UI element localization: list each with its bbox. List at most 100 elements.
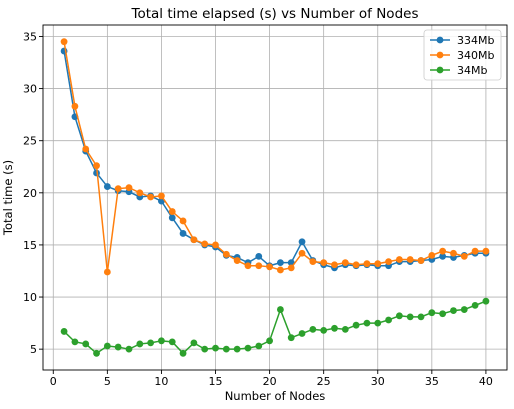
x-tick-label: 10 <box>154 375 168 388</box>
data-point-340mb <box>222 250 230 258</box>
data-point-34mb <box>233 345 241 353</box>
axis-ticks: 0 5 10 15 20 25 30 35 40 5 10 15 20 25 30 35 <box>23 30 493 388</box>
data-point-34mb <box>374 319 382 327</box>
data-point-340mb <box>287 264 295 272</box>
series-334mb <box>60 47 490 272</box>
data-point-340mb <box>320 259 328 267</box>
data-point-340mb <box>212 241 219 249</box>
y-axis-label: Total time (s) <box>1 160 15 236</box>
data-point-34mb <box>179 349 187 357</box>
data-point-34mb <box>385 316 392 324</box>
data-point-340mb <box>450 249 457 257</box>
data-point-34mb <box>222 345 230 353</box>
series-line-334mb <box>63 50 486 269</box>
data-point-34mb <box>277 306 284 313</box>
grid-lines <box>43 25 507 370</box>
data-point-340mb <box>385 258 392 266</box>
data-point-34mb <box>266 337 273 345</box>
data-point-34mb <box>212 344 219 352</box>
data-point-340mb <box>147 193 155 201</box>
series-line-34mb <box>63 300 487 355</box>
data-point-334mb <box>255 252 263 260</box>
data-point-340mb <box>201 240 209 248</box>
x-tick-label: 35 <box>425 375 439 388</box>
data-point-340mb <box>136 189 144 197</box>
plot-frame <box>42 24 508 371</box>
data-point-34mb <box>395 312 403 320</box>
legend: 334Mb 340Mb 34Mb <box>423 29 502 81</box>
x-tick-label: 15 <box>209 375 223 388</box>
data-point-34mb <box>82 340 90 348</box>
data-point-340mb <box>114 185 122 193</box>
data-point-340mb <box>179 217 187 225</box>
data-point-340mb <box>255 262 263 270</box>
data-point-34mb <box>417 313 425 321</box>
x-tick-label: 5 <box>104 375 111 388</box>
data-point-334mb <box>277 259 284 267</box>
data-point-34mb <box>309 325 317 333</box>
data-point-34mb <box>287 334 295 342</box>
y-tick-label: 35 <box>23 30 37 43</box>
x-tick-label: 0 <box>50 375 57 388</box>
legend-label-340mb: 340Mb <box>457 49 494 62</box>
x-tick-label: 30 <box>371 375 385 388</box>
data-point-340mb <box>103 268 111 276</box>
data-point-34mb <box>298 330 306 337</box>
data-point-34mb <box>158 337 165 345</box>
series-layer <box>60 38 490 357</box>
legend-box <box>423 29 502 81</box>
chart-title: Total time elapsed (s) vs Number of Node… <box>131 6 419 22</box>
data-point-340mb <box>71 102 79 110</box>
data-point-34mb <box>60 328 68 335</box>
data-point-340mb <box>406 256 414 263</box>
data-point-34mb <box>460 306 468 313</box>
y-tick-label: 15 <box>23 239 37 252</box>
x-tick-label: 20 <box>263 375 277 388</box>
legend-label-334mb: 334Mb <box>457 34 494 47</box>
y-tick-label: 20 <box>23 187 37 200</box>
data-point-34mb <box>320 326 328 334</box>
data-point-340mb <box>233 257 241 264</box>
y-tick-label: 10 <box>23 291 37 304</box>
data-point-34mb <box>450 307 457 314</box>
data-point-340mb <box>417 257 425 264</box>
data-point-34mb <box>147 339 155 347</box>
data-point-34mb <box>244 344 252 352</box>
data-point-340mb <box>60 38 68 46</box>
legend-marker-334mb <box>436 36 444 44</box>
data-point-334mb <box>103 183 111 190</box>
y-tick-label: 5 <box>30 343 37 356</box>
data-point-34mb <box>471 301 479 309</box>
data-point-340mb <box>482 247 490 255</box>
data-point-340mb <box>341 259 349 267</box>
data-point-34mb <box>168 338 176 346</box>
data-point-340mb <box>82 145 90 153</box>
data-point-34mb <box>136 340 144 348</box>
data-point-34mb <box>482 297 490 305</box>
data-point-34mb <box>428 309 436 317</box>
data-point-340mb <box>331 261 338 269</box>
data-point-340mb <box>374 260 382 268</box>
data-point-334mb <box>298 238 306 246</box>
data-point-334mb <box>179 230 187 237</box>
data-point-340mb <box>168 208 176 215</box>
legend-label-34mb: 34Mb <box>457 64 487 77</box>
data-point-340mb <box>395 256 403 263</box>
data-point-340mb <box>266 263 273 271</box>
data-point-340mb <box>309 258 317 266</box>
y-tick-label: 30 <box>23 83 37 96</box>
data-point-34mb <box>71 338 79 346</box>
data-point-34mb <box>406 313 414 321</box>
data-point-34mb <box>125 345 133 353</box>
data-point-34mb <box>331 324 338 332</box>
data-point-34mb <box>103 342 111 350</box>
data-point-340mb <box>439 247 447 255</box>
data-point-340mb <box>93 162 100 170</box>
data-point-340mb <box>158 192 165 200</box>
series-34mb <box>60 297 490 357</box>
data-point-340mb <box>363 260 371 268</box>
y-tick-label: 25 <box>23 135 37 148</box>
data-point-340mb <box>190 236 198 244</box>
